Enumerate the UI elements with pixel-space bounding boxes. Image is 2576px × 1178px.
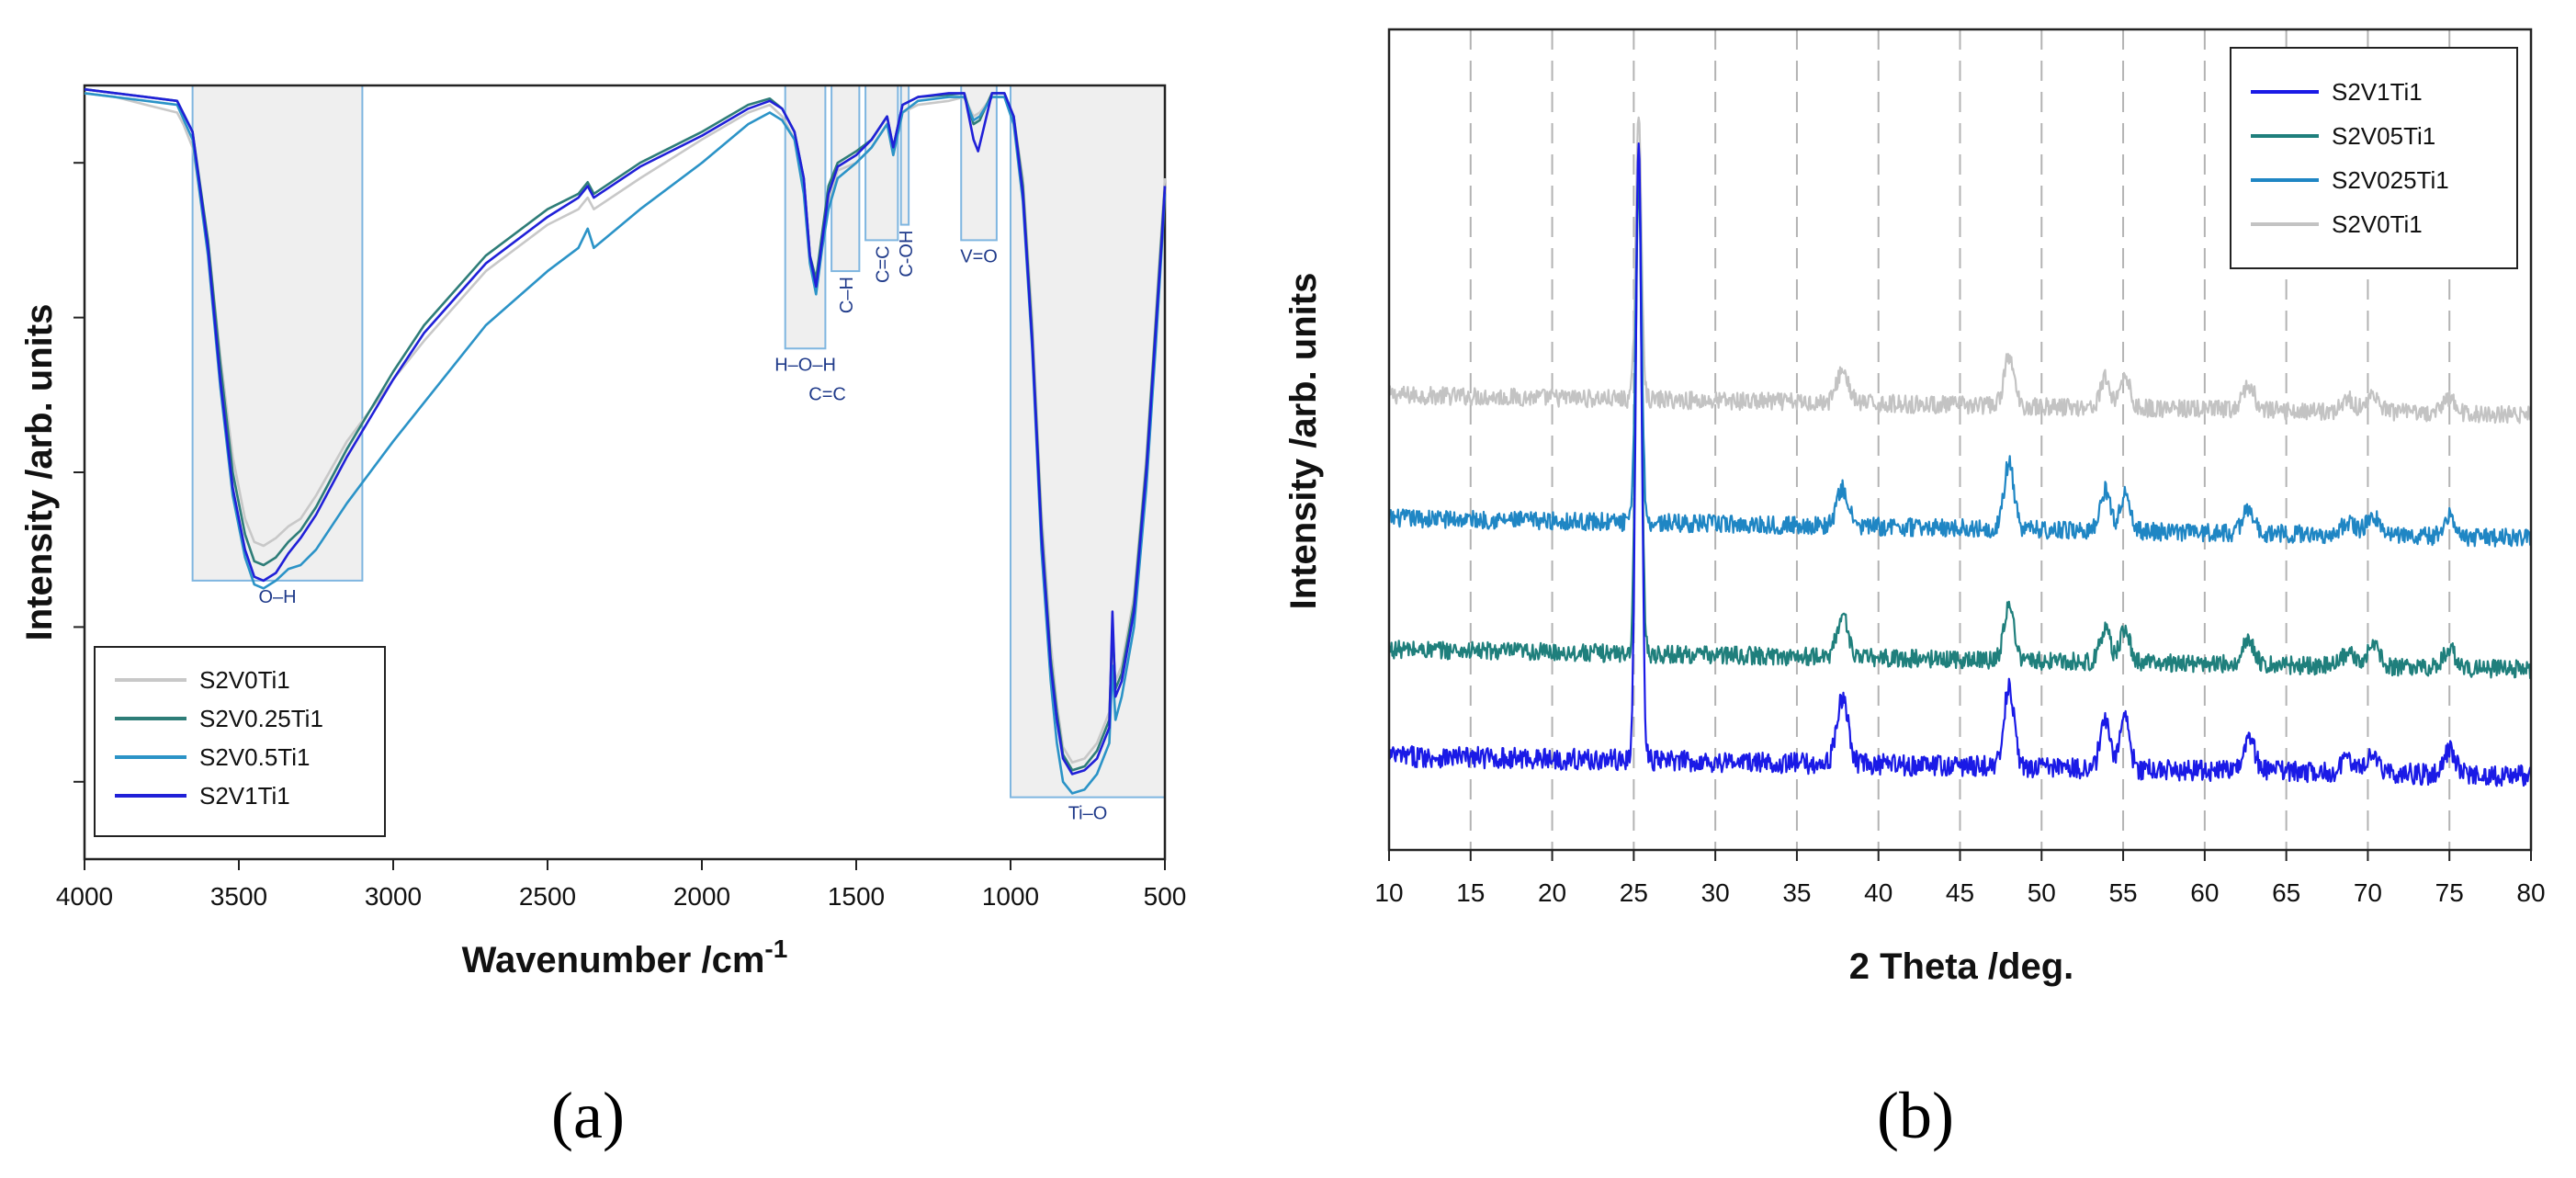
- ftir-x-axis-title-exponent: -1: [764, 934, 787, 963]
- ftir-y-axis-title: Intensity /arb. units: [19, 304, 60, 641]
- legend-label-S2V1Ti1: S2V1Ti1: [199, 782, 290, 810]
- band-label-4: C-OH: [897, 231, 917, 278]
- x-tick-label-0: 10: [1374, 878, 1403, 907]
- x-tick-label-4: 2000: [673, 882, 730, 911]
- xrd-x-ticks: 10 15 20 25 30 35 40 45 50 55 60 65 70 75 80: [1374, 850, 2546, 907]
- x-tick-label-2: 3000: [365, 882, 422, 911]
- x-tick-label-1: 3500: [210, 882, 267, 911]
- legend-label-S2V05Ti1: S2V05Ti1: [2332, 122, 2435, 150]
- x-tick-label-3: 2500: [519, 882, 576, 911]
- ftir-x-axis-title: Wavenumber /cm-1: [462, 934, 788, 980]
- legend-label-S2V0.25Ti1: S2V0.25Ti1: [199, 705, 323, 732]
- band-label-6: Ti–O: [1068, 804, 1108, 824]
- band-region-3: [864, 85, 899, 242]
- x-tick-label-1: 15: [1456, 878, 1485, 907]
- x-tick-label-9: 55: [2108, 878, 2137, 907]
- band-label-2: C–H: [837, 277, 857, 313]
- panel-label-b: (b): [1877, 1079, 1954, 1152]
- legend-label-S2V0Ti1: S2V0Ti1: [199, 666, 290, 694]
- ftir-series-lines: [84, 87, 1167, 795]
- ftir-x-ticks: 4000 3500 3000 2500 2000 1500 1000 500: [56, 859, 1187, 911]
- legend-label-S2V0Ti1: S2V0Ti1: [2332, 210, 2423, 238]
- ftir-y-ticks: [73, 162, 85, 783]
- xrd-legend: S2V1Ti1 S2V05Ti1 S2V025Ti1 S2V0Ti1: [2230, 47, 2518, 269]
- legend-label-S2V025Ti1: S2V025Ti1: [2332, 166, 2449, 194]
- x-tick-label-11: 65: [2272, 878, 2300, 907]
- x-tick-label-5: 35: [1782, 878, 1811, 907]
- band-label-1: H–O–H: [774, 355, 836, 375]
- series-line-S2V1Ti1: [1387, 142, 2533, 787]
- x-tick-label-6: 40: [1864, 878, 1892, 907]
- x-tick-label-10: 60: [2190, 878, 2219, 907]
- x-tick-label-14: 80: [2516, 878, 2545, 907]
- ftir-chart-panel: 4000 3500 3000 2500 2000 1500 1000 500 O–H H–O–H…: [19, 84, 1187, 1152]
- xrd-x-axis-title: 2 Theta /deg.: [1849, 946, 2074, 987]
- xrd-y-axis-title: Intensity /arb. units: [1283, 273, 1324, 610]
- ftir-legend: S2V0Ti1 S2V0.25Ti1 S2V0.5Ti1 S2V1Ti1: [94, 646, 386, 837]
- series-line-S2V025Ti1: [1387, 160, 2533, 548]
- band-label-0: O–H: [258, 587, 296, 607]
- panel-label-a: (a): [551, 1079, 625, 1152]
- x-tick-label-7: 45: [1946, 878, 1974, 907]
- legend-box: [2230, 47, 2518, 269]
- x-tick-label-8: 50: [2028, 878, 2056, 907]
- band-region-6: [1010, 85, 1166, 799]
- series-line-S2V05Ti1: [1387, 179, 2533, 680]
- x-tick-label-4: 30: [1701, 878, 1730, 907]
- band-label-1-secondary: C=C: [808, 384, 846, 404]
- band-region-0: [191, 85, 364, 582]
- legend-label-S2V1Ti1: S2V1Ti1: [2332, 78, 2423, 106]
- x-tick-label-0: 4000: [56, 882, 113, 911]
- xrd-series-lines: [1387, 116, 2533, 787]
- series-line-S2V1Ti1: [84, 87, 1167, 776]
- xrd-chart-panel: 10 15 20 25 30 35 40 45 50 55 60 65 70 75 80 S2V1Ti1S2…: [1283, 28, 2546, 1152]
- x-tick-label-7: 500: [1144, 882, 1187, 911]
- ftir-band-labels: O–HH–O–HC=CC–HC=C C-OH V=OTi–O: [258, 231, 1107, 824]
- band-label-5: V=O: [960, 246, 998, 266]
- x-tick-label-2: 20: [1538, 878, 1566, 907]
- series-line-S2V0Ti1: [1387, 116, 2533, 425]
- series-line-S2V0.5Ti1: [84, 92, 1167, 795]
- x-tick-label-3: 25: [1620, 878, 1648, 907]
- x-tick-label-13: 75: [2435, 878, 2464, 907]
- x-tick-label-6: 1000: [982, 882, 1039, 911]
- x-tick-label-12: 70: [2354, 878, 2382, 907]
- x-tick-label-5: 1500: [828, 882, 885, 911]
- band-label-3: C=C: [874, 245, 894, 283]
- legend-label-S2V0.5Ti1: S2V0.5Ti1: [199, 743, 310, 771]
